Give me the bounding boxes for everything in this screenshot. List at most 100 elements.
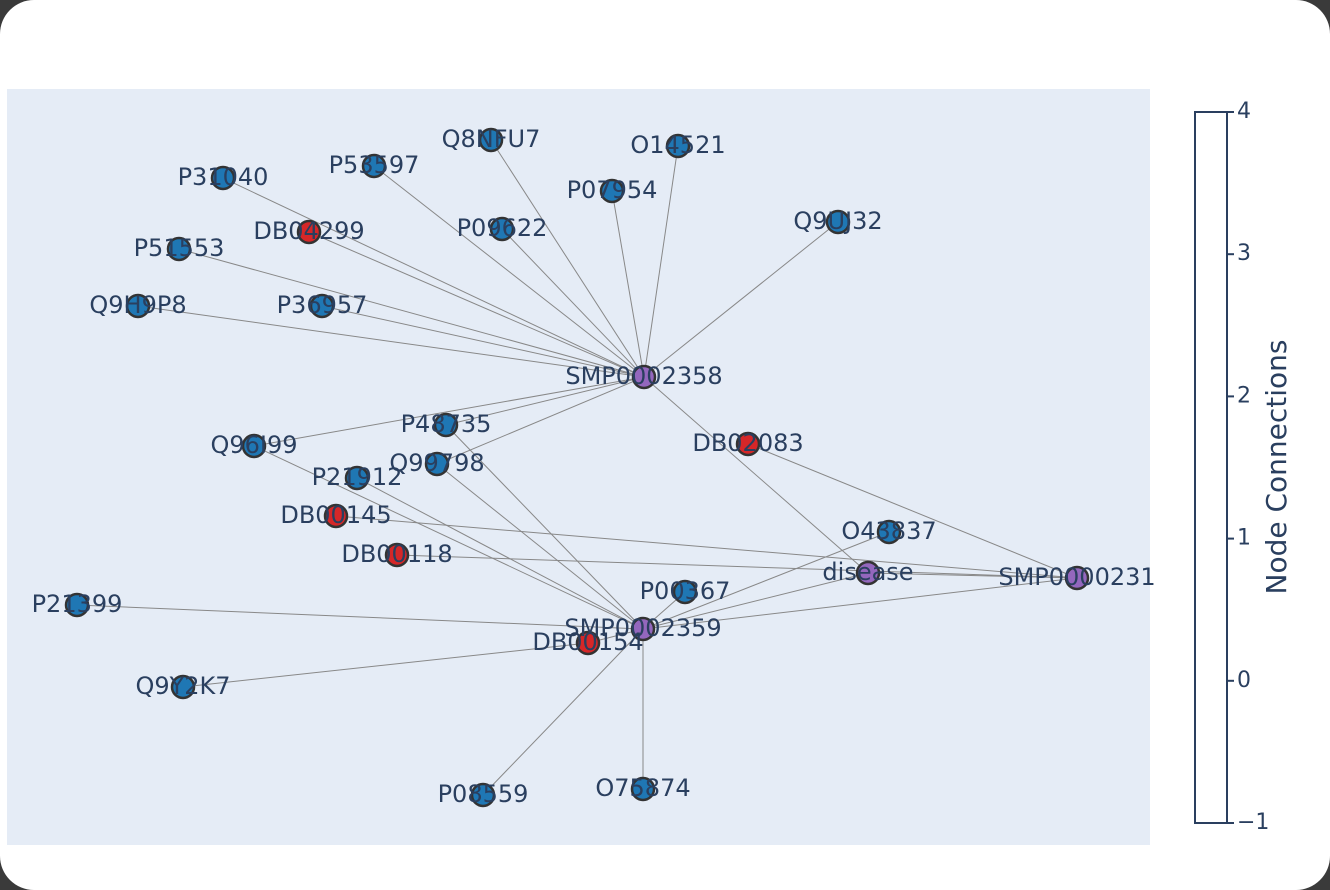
edge [867,572,1078,579]
node-label: P08559 [438,780,529,808]
node-label: P36957 [277,291,368,319]
edge [182,642,589,688]
tick-label: 0 [1237,668,1251,693]
tick-label: 3 [1237,241,1251,266]
node [166,236,192,262]
edge [643,145,679,378]
edge [436,376,645,465]
node [672,579,698,605]
edge [490,139,645,378]
node [665,133,691,159]
node [64,592,90,618]
node [384,542,410,568]
node [125,293,151,319]
node-label: P48735 [401,410,492,438]
node [296,219,322,245]
node-label: Q96I99 [210,431,297,459]
node [630,776,656,802]
node [735,431,761,457]
node-label: P09622 [457,214,548,242]
node [323,503,349,529]
node-label: Q8NFU7 [442,125,541,153]
node [344,465,370,491]
edge [335,515,1078,579]
node-label: Q9H9P8 [89,291,186,319]
node-label: O43837 [841,517,936,545]
node-label: DB02083 [692,429,803,457]
node-label: DB00154 [532,628,643,656]
node-label: SMP0000231 [998,563,1155,591]
edge [436,463,644,630]
node-label: Q9UJ32 [793,207,882,235]
node-label: O14521 [630,131,725,159]
edge [222,177,645,378]
node [489,216,515,242]
edge [76,604,644,630]
edge [253,376,645,447]
edge [445,376,645,426]
tick-label: 4 [1237,99,1251,124]
node-label: P21399 [32,590,123,618]
node-label: P53597 [329,151,420,179]
node-label: disease [822,558,913,586]
edge [501,228,645,378]
node [876,519,902,545]
node [1064,565,1090,591]
node-label: DB00145 [280,501,391,529]
node [433,412,459,438]
node-label: P00367 [640,577,731,605]
node [825,209,851,235]
node [361,153,387,179]
edge [396,554,1078,579]
tick-label: −1 [1237,810,1269,835]
node-label: SMP0002359 [564,614,721,642]
node [170,674,196,700]
node [599,178,625,204]
node [630,616,656,642]
node [855,560,881,586]
colorbar [1194,111,1228,824]
edge [747,443,1078,579]
node [424,451,450,477]
node [210,165,236,191]
edge [253,445,644,630]
node-label: DB04299 [253,217,364,245]
nodes: P31040 P53597 Q8NFU7 O14521 P07954 Q9UJ32 DB04… [32,125,1156,808]
node-label: P07954 [567,176,658,204]
edge [643,376,869,574]
node-label: DB00118 [341,540,452,568]
node [241,433,267,459]
node-label: P21912 [312,463,403,491]
edge [482,628,644,796]
edge [643,221,839,378]
edge [356,477,644,630]
node-label: P31040 [178,163,269,191]
node [470,782,496,808]
edge [137,305,645,378]
node [478,127,504,153]
edge [308,231,645,378]
tick-label: 1 [1237,526,1251,551]
node-label: SMP0002358 [565,362,722,390]
edge [178,248,645,378]
edges [76,139,1078,796]
edge [373,165,645,378]
tick-label: 2 [1237,383,1251,408]
node-label: Q99798 [389,449,484,477]
colorbar-title: Node Connections [1260,340,1293,595]
node-label: Q9Y2K7 [135,672,230,700]
plot-area [7,89,1150,845]
node [309,293,335,319]
edge [642,572,869,630]
node [631,364,657,390]
edge [642,531,890,630]
node-label: P51553 [134,234,225,262]
edge [642,577,1078,630]
colorbar-axis: 4 3 2 1 0 −1 [1227,99,1269,835]
edge [321,305,645,378]
node-label: O75874 [595,774,690,802]
edge [611,190,645,378]
node [575,630,601,656]
edge [445,424,644,630]
